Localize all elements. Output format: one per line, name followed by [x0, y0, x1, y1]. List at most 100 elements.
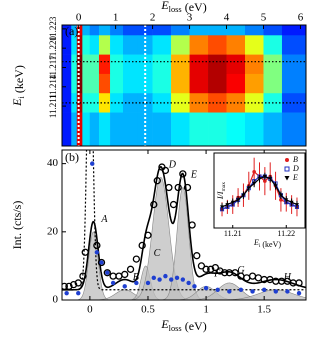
heatmap-cell	[71, 93, 78, 113]
data-point	[109, 272, 117, 280]
x-axis-label-sub: loss	[169, 324, 182, 333]
heatmap-cell	[98, 73, 111, 94]
heatmap-cell	[137, 93, 153, 113]
heatmap-cell	[152, 25, 172, 36]
heatmap-cell	[263, 112, 283, 146]
peak-label: B	[133, 272, 139, 283]
data-point	[250, 289, 255, 294]
heatmap-cell	[171, 25, 190, 36]
heatmap-cell	[189, 54, 209, 75]
data-point	[180, 277, 186, 282]
heatmap-cell	[171, 35, 190, 55]
data-point	[110, 280, 116, 286]
data-point	[99, 260, 104, 265]
heatmap-cell	[123, 73, 139, 94]
heatmap-cell	[110, 54, 124, 75]
x-tick-label: 11.21	[224, 229, 242, 238]
heatmap-cell	[152, 93, 172, 113]
data-point	[183, 183, 192, 192]
heatmap-cell	[71, 35, 78, 55]
inset-point	[268, 177, 273, 181]
fit-component	[62, 289, 306, 300]
data-point	[193, 252, 201, 260]
x-tick-label: 5	[261, 12, 267, 24]
x-tick-label: 6	[298, 12, 304, 24]
y-axis-label-rest: (keV)	[12, 65, 26, 96]
heatmap-cell	[76, 73, 83, 94]
heatmap-cell	[208, 35, 227, 55]
data-point	[248, 272, 257, 280]
peak-label: C	[154, 248, 161, 259]
heatmap-cell	[123, 35, 139, 55]
legend-marker	[284, 166, 290, 172]
heatmap-cell	[281, 35, 306, 55]
fit-component	[62, 289, 306, 300]
heatmap-cell	[89, 73, 100, 94]
heatmap-cell	[281, 73, 306, 94]
y-axis-label: I/Imax	[216, 182, 227, 200]
data-point	[138, 241, 146, 250]
data-point	[79, 272, 87, 280]
heatmap-cell	[171, 93, 190, 113]
data-point	[81, 248, 89, 256]
data-point	[150, 200, 158, 209]
data-point	[115, 272, 123, 280]
inset-point	[273, 184, 278, 188]
heatmap-cell	[76, 35, 83, 55]
data-point	[254, 274, 263, 282]
heatmap-cell	[98, 25, 111, 36]
data-point	[261, 287, 267, 292]
heatmap-cell	[62, 54, 72, 75]
x-tick-label: 1	[113, 12, 119, 24]
legend-label: E	[292, 173, 298, 182]
heatmap-cell	[245, 93, 264, 113]
data-point	[238, 287, 244, 292]
inset-point	[257, 177, 262, 181]
legend-label: B	[293, 155, 298, 164]
x-axis-label-rest: (eV)	[182, 319, 207, 333]
heatmap-cell	[245, 35, 264, 55]
heatmap-cell	[152, 73, 172, 94]
data-point	[122, 284, 127, 289]
data-point	[174, 183, 182, 192]
x-axis-label-rest: (keV)	[260, 240, 281, 249]
data-point	[153, 177, 161, 185]
x-tick-label: 11.22	[277, 229, 295, 238]
data-point	[132, 255, 141, 263]
data-point	[134, 280, 139, 286]
heatmap-cell	[189, 35, 209, 55]
data-point	[145, 280, 151, 286]
data-point	[295, 279, 303, 287]
heatmap-cell	[62, 112, 72, 146]
y-tick-label: 40	[47, 157, 59, 169]
heatmap-cell	[226, 73, 246, 94]
data-point	[174, 275, 180, 281]
data-point	[90, 161, 95, 166]
fit-component	[62, 231, 306, 300]
data-point	[216, 267, 224, 275]
heatmap-cell	[281, 112, 306, 146]
heatmap-cell	[82, 112, 91, 146]
heatmap-cell	[226, 93, 246, 113]
y-tick-label: 20	[47, 225, 59, 237]
peak-label: E	[190, 170, 197, 181]
data-point	[126, 265, 135, 273]
heatmap-cell	[263, 73, 283, 94]
y-axis-label-sub: i	[17, 95, 26, 98]
panel-label: (a)	[65, 24, 78, 38]
heatmap-cell	[245, 112, 264, 146]
x-tick-label: 4	[224, 12, 230, 24]
y-tick-label: 11.220	[48, 35, 58, 60]
x-axis-label-main: E	[160, 0, 169, 12]
peak-label: D	[168, 159, 177, 170]
data-point	[144, 231, 152, 239]
legend-marker	[284, 176, 290, 181]
heatmap-cell	[82, 35, 91, 55]
inset-point	[241, 193, 246, 198]
y-tick-label: 11.223	[48, 16, 58, 41]
data-point	[207, 265, 215, 273]
heatmap-cell	[171, 112, 190, 146]
x-axis-label: Ei (keV)	[253, 238, 281, 249]
data-point	[103, 269, 111, 277]
heatmap-cell	[62, 35, 72, 55]
